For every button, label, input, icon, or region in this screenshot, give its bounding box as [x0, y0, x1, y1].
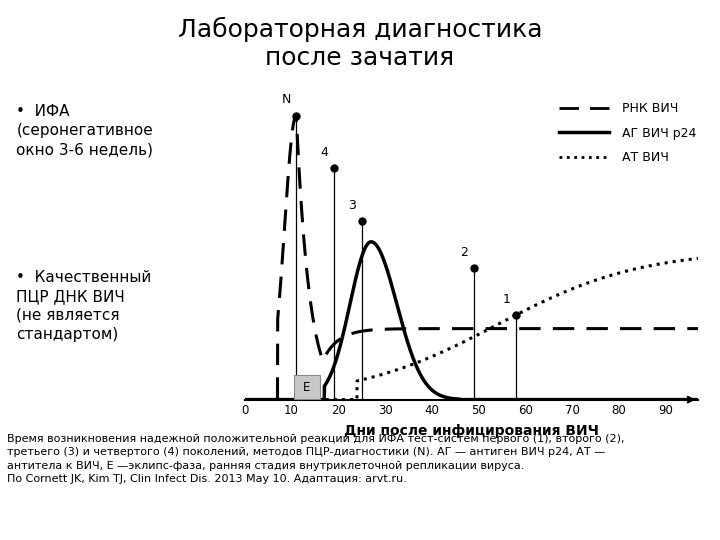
Text: 3: 3	[348, 199, 356, 212]
Text: Лабораторная диагностика
после зачатия: Лабораторная диагностика после зачатия	[178, 17, 542, 70]
Text: N: N	[282, 93, 291, 106]
Bar	[294, 375, 320, 399]
Text: 2: 2	[461, 246, 468, 259]
Text: •  ИФА
(серонегативное
окно 3-6 недель): • ИФА (серонегативное окно 3-6 недель)	[17, 104, 153, 157]
Text: 1: 1	[503, 293, 510, 306]
Text: •  Качественный
ПЦР ДНК ВИЧ
(не является
стандартом): • Качественный ПЦР ДНК ВИЧ (не является …	[17, 269, 152, 342]
Text: E: E	[303, 381, 311, 394]
X-axis label: Дни после инфицирования ВИЧ: Дни после инфицирования ВИЧ	[344, 424, 599, 438]
Legend: РНК ВИЧ, АГ ВИЧ р24, АТ ВИЧ: РНК ВИЧ, АГ ВИЧ р24, АТ ВИЧ	[554, 97, 701, 169]
Text: 4: 4	[320, 146, 328, 159]
Text: Время возникновения надежной положительной реакции для ИФА тест-систем первого (: Время возникновения надежной положительн…	[7, 434, 625, 484]
